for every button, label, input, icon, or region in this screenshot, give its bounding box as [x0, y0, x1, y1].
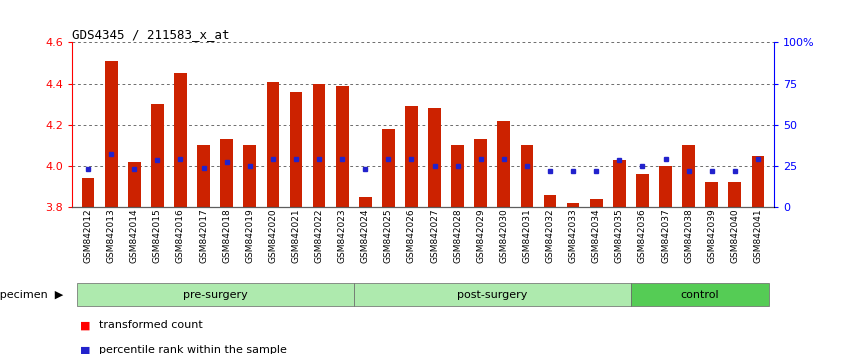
Text: GSM842029: GSM842029 [476, 209, 486, 263]
Bar [266, 81, 279, 207]
Bar [613, 160, 626, 207]
Bar [336, 86, 349, 207]
Text: GSM842024: GSM842024 [360, 209, 370, 263]
Text: GSM842015: GSM842015 [153, 209, 162, 263]
Text: post-surgery: post-surgery [457, 290, 528, 300]
Bar [405, 106, 418, 207]
Bar [751, 156, 764, 207]
Bar [636, 174, 649, 207]
Text: GSM842030: GSM842030 [499, 209, 508, 263]
Bar [128, 162, 140, 207]
Text: GSM842028: GSM842028 [453, 209, 462, 263]
Text: GSM842020: GSM842020 [268, 209, 277, 263]
Text: GSM842040: GSM842040 [730, 209, 739, 263]
Bar [567, 203, 580, 207]
Text: GSM842014: GSM842014 [129, 209, 139, 263]
Text: GSM842017: GSM842017 [199, 209, 208, 263]
Bar [382, 129, 395, 207]
Bar [359, 197, 371, 207]
Bar [82, 178, 95, 207]
Text: GSM842036: GSM842036 [638, 209, 647, 263]
Text: GSM842016: GSM842016 [176, 209, 185, 263]
Bar [354, 283, 631, 306]
Text: control: control [681, 290, 719, 300]
Bar [428, 108, 441, 207]
Bar [728, 182, 741, 207]
Bar [151, 104, 164, 207]
Text: GSM842012: GSM842012 [84, 209, 92, 263]
Bar [706, 182, 718, 207]
Text: pre-surgery: pre-surgery [183, 290, 248, 300]
Bar [682, 145, 695, 207]
Text: GSM842026: GSM842026 [407, 209, 416, 263]
Text: GDS4345 / 211583_x_at: GDS4345 / 211583_x_at [72, 28, 229, 41]
Text: GSM842041: GSM842041 [754, 209, 762, 263]
Bar [174, 73, 187, 207]
Text: GSM842023: GSM842023 [338, 209, 347, 263]
Text: GSM842022: GSM842022 [315, 209, 323, 263]
Text: GSM842032: GSM842032 [546, 209, 554, 263]
Text: GSM842037: GSM842037 [661, 209, 670, 263]
Text: percentile rank within the sample: percentile rank within the sample [99, 345, 287, 354]
Bar [76, 283, 354, 306]
Text: GSM842033: GSM842033 [569, 209, 578, 263]
Text: ■: ■ [80, 320, 91, 330]
Bar [289, 92, 302, 207]
Text: GSM842038: GSM842038 [684, 209, 693, 263]
Bar [659, 166, 672, 207]
Bar [631, 283, 770, 306]
Bar [197, 145, 210, 207]
Text: GSM842025: GSM842025 [384, 209, 393, 263]
Bar [475, 139, 487, 207]
Text: specimen  ▶: specimen ▶ [0, 290, 63, 300]
Bar [520, 145, 533, 207]
Bar [313, 84, 326, 207]
Text: GSM842027: GSM842027 [430, 209, 439, 263]
Bar [497, 121, 510, 207]
Bar [244, 145, 256, 207]
Text: GSM842039: GSM842039 [707, 209, 717, 263]
Text: GSM842021: GSM842021 [292, 209, 300, 263]
Text: GSM842013: GSM842013 [107, 209, 116, 263]
Text: ■: ■ [80, 345, 91, 354]
Text: GSM842018: GSM842018 [222, 209, 231, 263]
Bar [544, 195, 557, 207]
Bar [220, 139, 233, 207]
Bar [590, 199, 602, 207]
Text: transformed count: transformed count [99, 320, 203, 330]
Text: GSM842031: GSM842031 [523, 209, 531, 263]
Text: GSM842019: GSM842019 [245, 209, 255, 263]
Text: GSM842034: GSM842034 [591, 209, 601, 263]
Bar [451, 145, 464, 207]
Bar [105, 61, 118, 207]
Text: GSM842035: GSM842035 [615, 209, 624, 263]
